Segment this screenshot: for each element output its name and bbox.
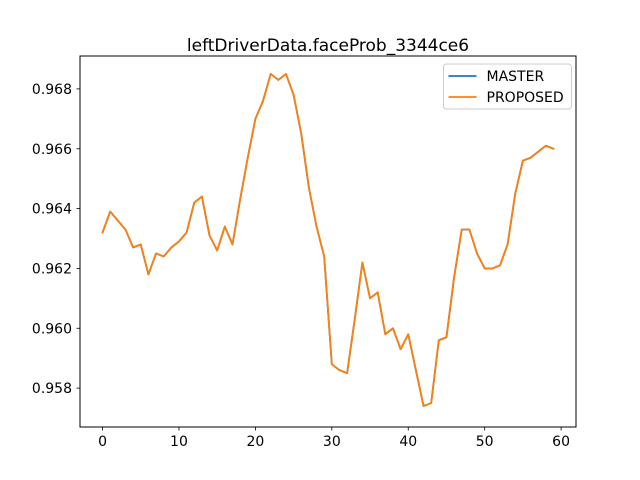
chart-title: leftDriverData.faceProb_3344ce6 bbox=[187, 36, 469, 56]
x-axis-tick-label: 20 bbox=[246, 434, 264, 450]
axis-ticks: 0 10 20 30 40 50 60 0.958 0.960 0.962 0.964 0.966 0.… bbox=[32, 82, 570, 450]
x-axis-tick-label: 40 bbox=[399, 434, 417, 450]
axes-spines bbox=[79, 55, 577, 428]
y-axis-tick-label: 0.958 bbox=[32, 381, 72, 397]
y-axis-tick-label: 0.968 bbox=[32, 82, 72, 98]
x-axis-tick-label: 60 bbox=[552, 434, 570, 450]
legend: MASTER PROPOSED bbox=[443, 63, 572, 110]
x-axis-tick-label: 50 bbox=[476, 434, 494, 450]
y-axis-tick-label: 0.960 bbox=[32, 321, 72, 337]
y-axis-tick-label: 0.966 bbox=[32, 142, 72, 158]
data-series bbox=[101, 73, 555, 407]
y-axis-tick-label: 0.964 bbox=[32, 202, 72, 218]
legend-label-proposed: PROPOSED bbox=[487, 90, 564, 106]
series-line-proposed bbox=[101, 73, 555, 407]
x-axis-tick-label: 30 bbox=[323, 434, 341, 450]
x-axis-tick-label: 0 bbox=[98, 434, 107, 450]
x-axis-tick-label: 10 bbox=[170, 434, 188, 450]
legend-label-master: MASTER bbox=[487, 69, 545, 85]
y-axis-tick-label: 0.962 bbox=[32, 261, 72, 277]
